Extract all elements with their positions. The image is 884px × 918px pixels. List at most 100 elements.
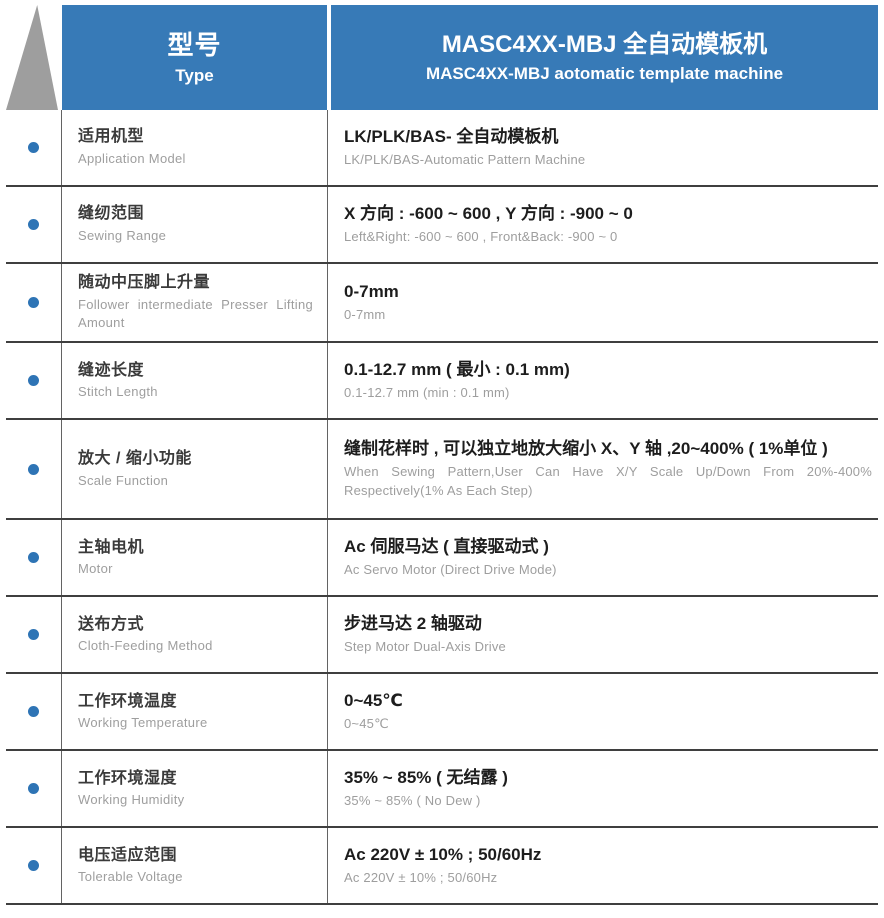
spec-label-en: Stitch Length: [78, 384, 158, 400]
header-cell-type: 型号 Type: [62, 5, 327, 110]
bullet-cell: [6, 751, 62, 827]
spec-label-cell: 主轴电机 Motor: [62, 520, 328, 596]
spec-value-zh: 步进马达 2 轴驱动: [344, 613, 482, 633]
spec-row: 工作环境温度 Working Temperature 0~45℃ 0~45℃: [6, 674, 878, 752]
spec-value-cell: 步进马达 2 轴驱动 Step Motor Dual-Axis Drive: [328, 597, 878, 672]
header-model-zh: MASC4XX-MBJ 全自动模板机: [441, 31, 768, 59]
bullet-cell: [6, 420, 62, 519]
spec-label-cell: 随动中压脚上升量 Follower intermediate Presser L…: [62, 264, 328, 342]
spec-label-zh: 送布方式: [78, 615, 145, 633]
spec-label-zh: 工作环境湿度: [78, 769, 178, 787]
bullet-cell: [6, 264, 62, 342]
spec-value-en: 35% ~ 85% ( No Dew ): [344, 792, 481, 808]
spec-label-cell: 电压适应范围 Tolerable Voltage: [62, 828, 328, 904]
spec-label-en: Scale Function: [78, 472, 169, 488]
spec-value-cell: 0.1-12.7 mm ( 最小 : 0.1 mm) 0.1-12.7 mm (…: [328, 343, 878, 418]
bullet-dot-icon: [28, 375, 39, 387]
spec-value-zh: 0.1-12.7 mm ( 最小 : 0.1 mm): [344, 359, 570, 379]
header-type-zh: 型号: [167, 30, 222, 61]
spec-label-zh: 随动中压脚上升量: [78, 274, 211, 291]
spec-value-en: When Sewing Pattern,User Can Have X/Y Sc…: [344, 463, 872, 498]
bullet-cell: [6, 343, 62, 419]
spec-value-en: 0~45℃: [344, 715, 389, 731]
spec-row: 主轴电机 Motor Ac 伺服马达 ( 直接驱动式 ) Ac Servo Mo…: [6, 520, 878, 598]
bullet-dot-icon: [28, 142, 39, 153]
spec-value-en: LK/PLK/BAS-Automatic Pattern Machine: [344, 151, 586, 167]
spec-value-cell: 0~45℃ 0~45℃: [328, 674, 878, 749]
spec-row: 缝纫范围 Sewing Range X 方向 : -600 ~ 600 , Y …: [6, 187, 878, 264]
spec-label-en: Working Humidity: [78, 792, 185, 808]
header-type-en: Type: [175, 65, 214, 85]
spec-value-en: Left&Right: -600 ~ 600 , Front&Back: -90…: [344, 228, 618, 244]
spec-label-en: Follower intermediate Presser Lifting Am…: [78, 296, 313, 331]
bullet-cell: [6, 110, 62, 185]
header-model-en: MASC4XX-MBJ aotomatic template machine: [425, 64, 784, 84]
spec-value-zh: LK/PLK/BAS- 全自动模板机: [344, 126, 559, 146]
spec-value-cell: Ac 220V ± 10% ; 50/60Hz Ac 220V ± 10% ; …: [328, 828, 878, 903]
spec-value-cell: Ac 伺服马达 ( 直接驱动式 ) Ac Servo Motor (Direct…: [328, 520, 878, 595]
bullet-dot-icon: [28, 706, 39, 718]
bullet-dot-icon: [28, 552, 39, 564]
spec-row: 随动中压脚上升量 Follower intermediate Presser L…: [6, 264, 878, 344]
spec-value-cell: X 方向 : -600 ~ 600 , Y 方向 : -900 ~ 0 Left…: [328, 187, 878, 262]
spec-label-cell: 放大 / 缩小功能 Scale Function: [62, 420, 328, 519]
spec-value-zh: 缝制花样时 , 可以独立地放大缩小 X、Y 轴 ,20~400% ( 1%单位 …: [344, 438, 828, 458]
spec-label-en: Application Model: [78, 150, 186, 166]
spec-label-zh: 主轴电机: [78, 538, 145, 556]
spec-value-cell: 缝制花样时 , 可以独立地放大缩小 X、Y 轴 ,20~400% ( 1%单位 …: [328, 420, 878, 518]
spec-label-zh: 缝纫范围: [78, 205, 145, 223]
bullet-cell: [6, 674, 62, 750]
spec-value-cell: 35% ~ 85% ( 无结露 ) 35% ~ 85% ( No Dew ): [328, 751, 878, 826]
bullet-cell: [6, 520, 62, 596]
spec-row: 工作环境湿度 Working Humidity 35% ~ 85% ( 无结露 …: [6, 751, 878, 829]
spec-row: 放大 / 缩小功能 Scale Function 缝制花样时 , 可以独立地放大…: [6, 420, 878, 521]
spec-label-zh: 工作环境温度: [78, 692, 178, 710]
spec-label-cell: 送布方式 Cloth-Feeding Method: [62, 597, 328, 673]
spec-label-en: Cloth-Feeding Method: [78, 638, 213, 654]
spec-value-en: Ac 220V ± 10% ; 50/60Hz: [344, 869, 498, 885]
spec-label-en: Sewing Range: [78, 227, 167, 243]
spec-label-zh: 放大 / 缩小功能: [78, 450, 192, 468]
spec-label-en: Motor: [78, 561, 113, 577]
spec-value-en: Ac Servo Motor (Direct Drive Mode): [344, 561, 557, 577]
spec-value-zh: 0-7mm: [344, 281, 399, 301]
bullet-dot-icon: [28, 629, 39, 641]
spec-label-cell: 适用机型 Application Model: [62, 110, 328, 185]
header-cell-model: MASC4XX-MBJ 全自动模板机 MASC4XX-MBJ aotomatic…: [331, 5, 878, 110]
bullet-dot-icon: [28, 860, 39, 872]
spec-label-cell: 缝纫范围 Sewing Range: [62, 187, 328, 262]
spec-value-zh: Ac 220V ± 10% ; 50/60Hz: [344, 844, 542, 864]
bullet-cell: [6, 597, 62, 673]
spec-rows: 适用机型 Application Model LK/PLK/BAS- 全自动模板…: [6, 110, 878, 906]
spec-value-cell: LK/PLK/BAS- 全自动模板机 LK/PLK/BAS-Automatic …: [328, 110, 878, 185]
spec-value-zh: X 方向 : -600 ~ 600 , Y 方向 : -900 ~ 0: [344, 203, 633, 223]
spec-label-cell: 工作环境温度 Working Temperature: [62, 674, 328, 750]
spec-value-cell: 0-7mm 0-7mm: [328, 264, 878, 341]
corner-ribbon-icon: [6, 5, 58, 110]
bullet-dot-icon: [28, 463, 39, 475]
spec-label-zh: 适用机型: [78, 128, 145, 146]
spec-row: 缝迹长度 Stitch Length 0.1-12.7 mm ( 最小 : 0.…: [6, 343, 878, 421]
spec-value-zh: Ac 伺服马达 ( 直接驱动式 ): [344, 536, 549, 556]
spec-table: 型号 Type MASC4XX-MBJ 全自动模板机 MASC4XX-MBJ a…: [6, 5, 878, 906]
spec-row: 送布方式 Cloth-Feeding Method 步进马达 2 轴驱动 Ste…: [6, 597, 878, 675]
spec-row: 适用机型 Application Model LK/PLK/BAS- 全自动模板…: [6, 110, 878, 187]
bullet-cell: [6, 828, 62, 904]
bullet-dot-icon: [28, 219, 39, 230]
spec-value-zh: 35% ~ 85% ( 无结露 ): [344, 767, 508, 787]
spec-label-cell: 缝迹长度 Stitch Length: [62, 343, 328, 419]
spec-value-en: 0.1-12.7 mm (min : 0.1 mm): [344, 384, 510, 400]
bullet-dot-icon: [28, 297, 39, 309]
spec-label-en: Tolerable Voltage: [78, 869, 183, 885]
table-header: 型号 Type MASC4XX-MBJ 全自动模板机 MASC4XX-MBJ a…: [62, 5, 878, 110]
spec-value-en: 0-7mm: [344, 306, 386, 322]
spec-label-zh: 电压适应范围: [78, 846, 178, 864]
spec-label-cell: 工作环境湿度 Working Humidity: [62, 751, 328, 827]
spec-value-zh: 0~45℃: [344, 690, 403, 710]
spec-label-zh: 缝迹长度: [78, 361, 145, 379]
spec-label-en: Working Temperature: [78, 715, 208, 731]
spec-value-en: Step Motor Dual-Axis Drive: [344, 638, 506, 654]
bullet-dot-icon: [28, 783, 39, 795]
bullet-cell: [6, 187, 62, 262]
spec-row: 电压适应范围 Tolerable Voltage Ac 220V ± 10% ;…: [6, 828, 878, 906]
